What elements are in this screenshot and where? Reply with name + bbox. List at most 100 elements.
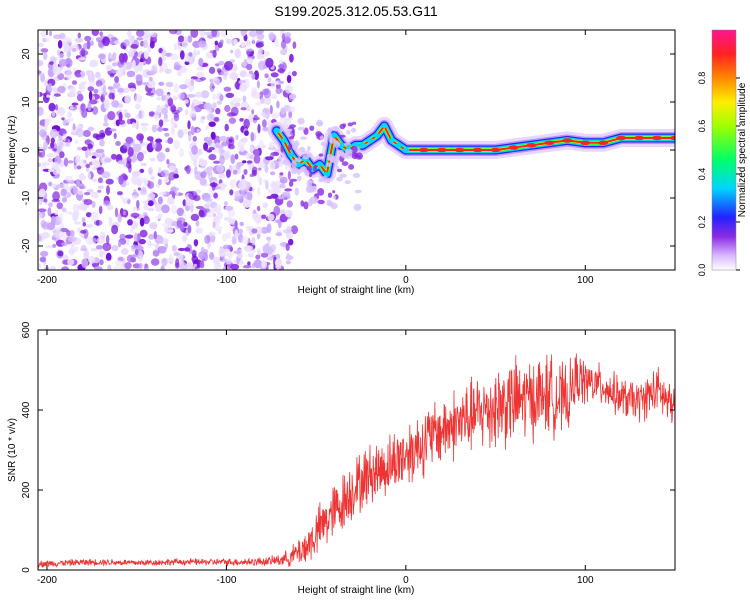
noise-blob [195,71,205,79]
transition-blob [281,191,288,198]
transition-blob [307,185,315,193]
noise-blob [177,217,186,225]
noise-blob [71,80,78,85]
noise-blob [238,80,242,84]
noise-blob [73,210,80,218]
noise-blob [266,223,272,234]
noise-blob [242,160,247,164]
noise-blob [169,253,173,262]
noise-blob [142,39,149,49]
noise-blob [143,50,149,60]
noise-blob [147,168,153,175]
noise-blob [213,117,220,122]
noise-blob [230,100,235,107]
noise-blob [287,195,291,200]
ridge-point [562,138,573,143]
noise-blob [186,94,196,98]
noise-blob [111,153,117,160]
noise-blob [117,160,125,165]
noise-blob [114,207,119,218]
noise-blob [131,122,136,128]
noise-blob [225,92,235,98]
transition-blob [318,178,323,183]
noise-blob [99,249,104,258]
noise-blob [271,112,280,119]
noise-blob [284,84,294,94]
noise-blob [177,129,184,139]
noise-blob [252,149,260,156]
noise-blob [57,85,66,94]
noise-blob [274,258,282,268]
noise-blob [190,30,199,38]
noise-blob [227,251,234,259]
noise-blob [239,260,244,265]
noise-blob [226,231,232,239]
noise-blob [149,243,157,247]
transition-blob [322,175,328,182]
noise-blob [212,77,219,81]
noise-blob [198,40,207,48]
noise-blob [69,86,76,96]
noise-blob [165,81,174,88]
noise-blob [57,40,63,49]
noise-blob [243,118,250,129]
noise-blob [146,79,156,89]
transition-blob [303,201,309,210]
noise-blob [106,66,113,72]
noise-blob [258,139,264,150]
transition-blob [294,157,302,162]
noise-blob [118,53,125,63]
noise-blob [203,142,209,151]
noise-blob [256,205,261,212]
noise-blob [107,264,112,270]
noise-blob [104,100,110,110]
noise-blob [52,62,59,69]
noise-blob [106,234,110,245]
noise-blob [85,224,94,228]
noise-blob [87,143,94,150]
noise-blob [88,90,93,101]
noise-blob [215,63,220,67]
noise-blob [222,150,231,161]
noise-blob [193,263,198,268]
noise-blob [286,75,292,83]
noise-blob [256,248,261,254]
transition-blob [282,159,290,166]
noise-blob [198,158,204,165]
noise-blob [141,125,148,132]
noise-blob [206,113,215,122]
noise-blob [85,236,95,245]
noise-blob [73,246,79,253]
noise-blob [57,73,65,80]
noise-blob [96,167,102,171]
noise-blob [38,208,47,213]
noise-blob [220,70,229,76]
noise-blob [199,77,207,81]
noise-blob [83,250,90,260]
transition-blob [297,171,301,175]
noise-blob [199,178,207,186]
noise-blob [38,143,42,147]
noise-blob [45,37,50,42]
noise-blob [260,97,265,104]
noise-blob [137,187,141,191]
snr-ticks: -200 -100 0 100 0 200 400 600 [21,321,675,586]
noise-blob [262,119,267,128]
noise-blob [262,202,268,209]
noise-blob [209,82,215,92]
noise-blob [124,262,132,270]
noise-blob [251,249,256,254]
noise-blob [148,76,153,82]
noise-blob [239,221,244,227]
noise-blob [218,135,228,142]
noise-blob [251,166,258,175]
noise-blob [212,93,217,101]
noise-blob [225,258,233,265]
noise-blob [190,125,195,136]
noise-blob [91,201,96,208]
noise-blob [208,146,215,151]
noise-blob [47,83,53,92]
noise-blob [268,32,275,40]
noise-blob [80,244,87,251]
noise-blob [237,139,246,147]
